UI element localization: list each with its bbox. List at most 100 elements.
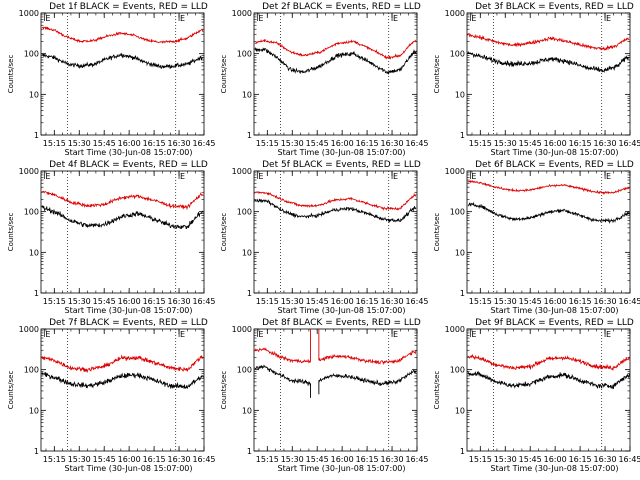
panel-title: Det 1f BLACK = Events, RED = LLD	[49, 2, 208, 12]
plot-frame	[253, 12, 418, 136]
y-tick-label: 1000	[445, 167, 465, 176]
x-tick-label: 16:45	[192, 139, 215, 148]
y-axis-label: Counts/sec	[433, 213, 441, 252]
x-tick-label: 16:00	[118, 297, 141, 306]
x-tick-label: 15:15	[256, 139, 279, 148]
x-axis-label: Start Time (30-Jun-08 15:07:00)	[65, 306, 193, 315]
detector-panel-7: Det 7f BLACK = Events, RED = LLD 1000 100 1…	[7, 318, 216, 473]
panel-title: Det 2f BLACK = Events, RED = LLD	[262, 2, 421, 12]
marker-label: E	[606, 330, 611, 339]
marker-label: E	[258, 14, 263, 23]
x-tick-label: 16:30	[594, 139, 617, 148]
series-line-events	[467, 50, 630, 74]
x-tick-label: 16:00	[331, 297, 354, 306]
x-tick-label: 16:15	[569, 455, 592, 464]
x-tick-label: 16:00	[331, 455, 354, 464]
marker-label: E	[393, 172, 398, 181]
y-tick-label: 1	[460, 447, 465, 456]
panel-title: Det 3f BLACK = Events, RED = LLD	[475, 2, 634, 12]
x-tick-label: 16:45	[192, 455, 215, 464]
x-tick-label: 15:30	[494, 297, 517, 306]
x-tick-label: 15:30	[494, 139, 517, 148]
y-tick-label: 100	[237, 208, 252, 217]
y-axis-label: Counts/sec	[220, 371, 228, 410]
series-line-events	[254, 364, 417, 387]
panel-title: Det 8f BLACK = Events, RED = LLD	[262, 318, 421, 328]
y-tick-label: 10	[242, 248, 252, 257]
x-tick-label: 15:45	[93, 139, 116, 148]
y-tick-label: 1000	[19, 9, 39, 18]
series-line-lld	[41, 190, 204, 211]
marker-label: E	[258, 330, 263, 339]
marker-label: E	[471, 172, 476, 181]
x-tick-label: 15:30	[68, 455, 91, 464]
x-tick-label: 15:45	[306, 139, 329, 148]
x-tick-label: 16:15	[569, 139, 592, 148]
x-tick-label: 16:00	[118, 455, 141, 464]
marker-label: E	[393, 330, 398, 339]
marker-label: E	[471, 14, 476, 23]
y-tick-label: 1	[247, 447, 252, 456]
detector-panel-9: Det 9f BLACK = Events, RED = LLD 1000 100 1…	[433, 318, 640, 473]
y-tick-label: 1	[247, 289, 252, 298]
y-tick-label: 1	[460, 131, 465, 140]
y-tick-label: 10	[29, 248, 39, 257]
panel-title: Det 7f BLACK = Events, RED = LLD	[49, 318, 208, 328]
x-tick-label: 15:30	[281, 139, 304, 148]
x-tick-label: 15:30	[281, 455, 304, 464]
series-line-events	[467, 201, 630, 224]
x-tick-label: 16:00	[544, 139, 567, 148]
x-tick-label: 16:30	[168, 455, 191, 464]
detector-panel-8: Det 8f BLACK = Events, RED = LLD 1000 100 1…	[220, 318, 429, 473]
detector-panel-1: Det 1f BLACK = Events, RED = LLD 1000 100 1…	[7, 2, 216, 157]
y-axis-label: Counts/sec	[7, 371, 15, 410]
x-tick-label: 16:15	[143, 455, 166, 464]
x-tick-label: 15:15	[256, 297, 279, 306]
marker-label: E	[45, 172, 50, 181]
x-tick-label: 16:30	[594, 455, 617, 464]
series-line-events	[41, 371, 204, 390]
x-tick-label: 16:15	[569, 297, 592, 306]
y-tick-label: 1	[247, 131, 252, 140]
marker-label: E	[180, 172, 185, 181]
y-tick-label: 100	[450, 208, 465, 217]
marker-label: E	[180, 330, 185, 339]
plot-frame	[40, 170, 205, 294]
x-tick-label: 16:15	[356, 455, 379, 464]
x-tick-label: 16:15	[143, 297, 166, 306]
y-tick-label: 100	[24, 50, 39, 59]
panel-title: Det 9f BLACK = Events, RED = LLD	[475, 318, 634, 328]
x-tick-label: 16:00	[118, 139, 141, 148]
x-tick-label: 16:00	[544, 297, 567, 306]
y-tick-label: 100	[24, 366, 39, 375]
series-line-events	[254, 198, 417, 223]
y-tick-label: 100	[450, 366, 465, 375]
x-tick-label: 15:45	[93, 297, 116, 306]
series-line-lld	[254, 38, 417, 60]
y-tick-label: 100	[237, 50, 252, 59]
y-tick-label: 10	[29, 406, 39, 415]
y-tick-label: 100	[24, 208, 39, 217]
y-tick-label: 1	[34, 447, 39, 456]
marker-label: E	[45, 330, 50, 339]
y-tick-label: 10	[242, 90, 252, 99]
x-tick-label: 15:15	[469, 139, 492, 148]
marker-label: E	[258, 172, 263, 181]
y-tick-label: 1000	[445, 325, 465, 334]
marker-label: E	[45, 14, 50, 23]
y-tick-label: 10	[29, 90, 39, 99]
x-axis-label: Start Time (30-Jun-08 15:07:00)	[491, 148, 619, 157]
panel-title: Det 6f BLACK = Events, RED = LLD	[475, 160, 634, 170]
plot-frame	[466, 170, 631, 294]
x-tick-label: 15:15	[43, 297, 66, 306]
plot-frame	[253, 170, 418, 294]
x-tick-label: 16:15	[143, 139, 166, 148]
y-tick-label: 10	[242, 406, 252, 415]
x-tick-label: 15:45	[306, 297, 329, 306]
x-axis-label: Start Time (30-Jun-08 15:07:00)	[278, 464, 406, 473]
x-tick-label: 16:15	[356, 297, 379, 306]
y-tick-label: 1000	[19, 325, 39, 334]
x-tick-label: 16:45	[405, 297, 428, 306]
y-tick-label: 1000	[232, 9, 252, 18]
